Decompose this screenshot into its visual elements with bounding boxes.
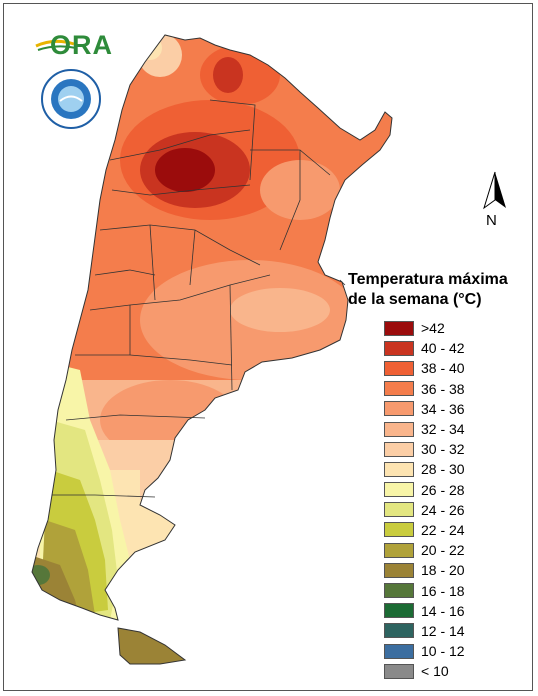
legend-label: 32 - 34 xyxy=(421,421,465,438)
legend-swatch xyxy=(384,623,414,639)
north-label: N xyxy=(486,212,497,229)
legend-item: 28 - 30 xyxy=(384,459,465,479)
legend-swatch xyxy=(384,381,414,397)
legend-swatch xyxy=(384,360,414,376)
legend-label: 26 - 28 xyxy=(421,481,465,498)
legend-swatch xyxy=(384,482,414,498)
legend-item: 40 - 42 xyxy=(384,338,465,358)
legend-item: >42 xyxy=(384,318,465,338)
legend-swatch xyxy=(384,603,414,619)
legend-swatch xyxy=(384,320,414,336)
legend-item: 26 - 28 xyxy=(384,480,465,500)
legend-item: 24 - 26 xyxy=(384,500,465,520)
legend-title: Temperatura máxima de la semana (°C) xyxy=(348,270,533,310)
legend-swatch xyxy=(384,663,414,679)
legend-item: 16 - 18 xyxy=(384,580,465,600)
legend-swatch xyxy=(384,522,414,538)
legend-swatch xyxy=(384,340,414,356)
legend-item: 20 - 22 xyxy=(384,540,465,560)
legend-swatch xyxy=(384,643,414,659)
legend-label: 28 - 30 xyxy=(421,461,465,478)
legend-swatch xyxy=(384,562,414,578)
legend-label: 34 - 36 xyxy=(421,400,465,417)
legend-label: 16 - 18 xyxy=(421,582,465,599)
legend-title-line2: de la semana (°C) xyxy=(348,291,482,308)
legend-label: 10 - 12 xyxy=(421,643,465,660)
legend-title-line1: Temperatura máxima xyxy=(348,271,508,288)
legend-item: 22 - 24 xyxy=(384,520,465,540)
legend-swatch xyxy=(384,401,414,417)
tierra-del-fuego xyxy=(117,627,187,665)
province-boundaries xyxy=(52,99,331,498)
legend-swatch xyxy=(384,461,414,477)
north-arrow-icon xyxy=(478,170,512,230)
legend-item: 38 - 40 xyxy=(384,358,465,378)
legend-label: 24 - 26 xyxy=(421,501,465,518)
legend-item: 18 - 20 xyxy=(384,560,465,580)
legend-swatch xyxy=(384,441,414,457)
legend-label: 22 - 24 xyxy=(421,521,465,538)
legend-label: 18 - 20 xyxy=(421,562,465,579)
legend-label: 14 - 16 xyxy=(421,602,465,619)
ora-logo xyxy=(34,28,104,60)
legend-label: < 10 xyxy=(421,663,449,680)
legend-item: 34 - 36 xyxy=(384,399,465,419)
legend-item: 12 - 14 xyxy=(384,621,465,641)
legend-label: >42 xyxy=(421,320,445,337)
legend-item: 14 - 16 xyxy=(384,601,465,621)
legend-item: < 10 xyxy=(384,661,465,681)
legend-label: 20 - 22 xyxy=(421,542,465,559)
legend-label: 30 - 32 xyxy=(421,441,465,458)
legend-label: 12 - 14 xyxy=(421,622,465,639)
legend-label: 40 - 42 xyxy=(421,340,465,357)
legend-item: 30 - 32 xyxy=(384,439,465,459)
ora-logo-text: ORA xyxy=(50,30,113,60)
legend-swatch xyxy=(384,502,414,518)
legend-label: 36 - 38 xyxy=(421,380,465,397)
legend-item: 32 - 34 xyxy=(384,419,465,439)
legend-item: 10 - 12 xyxy=(384,641,465,661)
legend-swatch xyxy=(384,421,414,437)
smn-logo xyxy=(40,68,102,130)
legend-item: 36 - 38 xyxy=(384,379,465,399)
legend-swatch xyxy=(384,542,414,558)
legend: >42 40 - 42 38 - 40 36 - 38 34 - 36 32 - 34 30… xyxy=(384,318,465,681)
legend-label: 38 - 40 xyxy=(421,360,465,377)
legend-swatch xyxy=(384,583,414,599)
